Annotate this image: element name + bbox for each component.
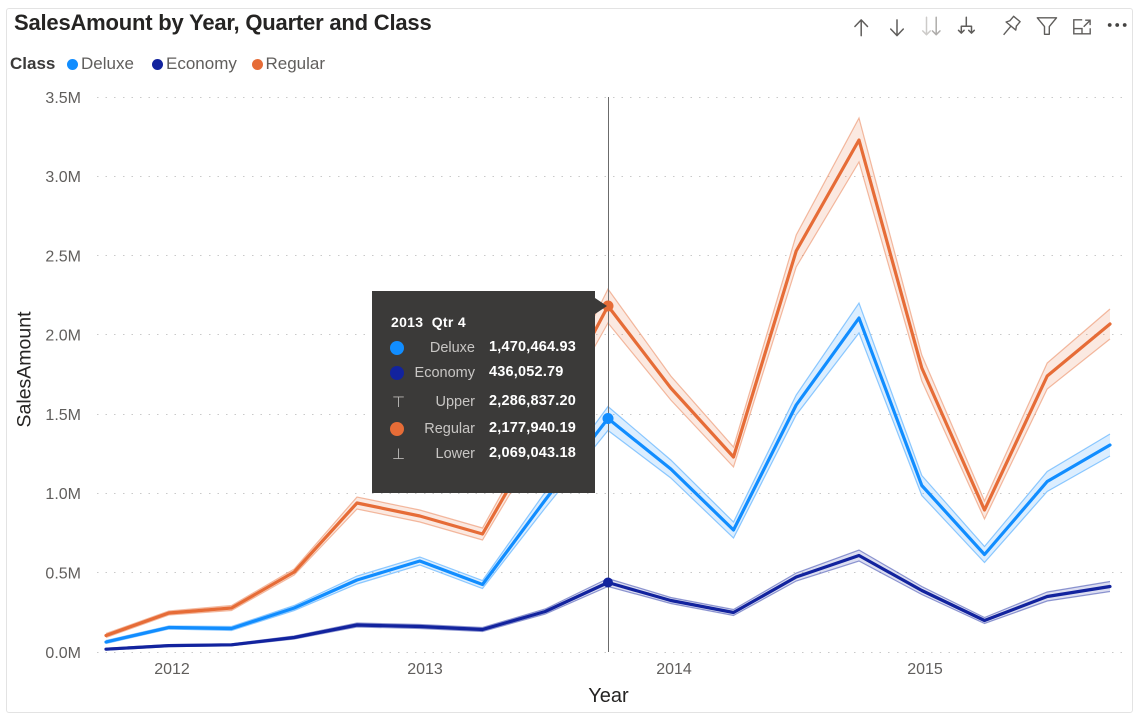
svg-text:2014: 2014 <box>656 661 692 678</box>
svg-text:2012: 2012 <box>154 661 190 678</box>
svg-text:0.0M: 0.0M <box>45 645 81 662</box>
svg-text:1.5M: 1.5M <box>45 407 81 424</box>
svg-text:2.0M: 2.0M <box>45 328 81 345</box>
svg-text:3.5M: 3.5M <box>45 90 81 107</box>
svg-text:0.5M: 0.5M <box>45 566 81 583</box>
svg-text:3.0M: 3.0M <box>45 169 81 186</box>
svg-text:1.0M: 1.0M <box>45 486 81 503</box>
svg-text:Year: Year <box>588 685 629 707</box>
svg-text:2015: 2015 <box>907 661 943 678</box>
svg-text:SalesAmount: SalesAmount <box>14 311 36 428</box>
svg-text:2013: 2013 <box>407 661 443 678</box>
svg-text:2.5M: 2.5M <box>45 248 81 265</box>
